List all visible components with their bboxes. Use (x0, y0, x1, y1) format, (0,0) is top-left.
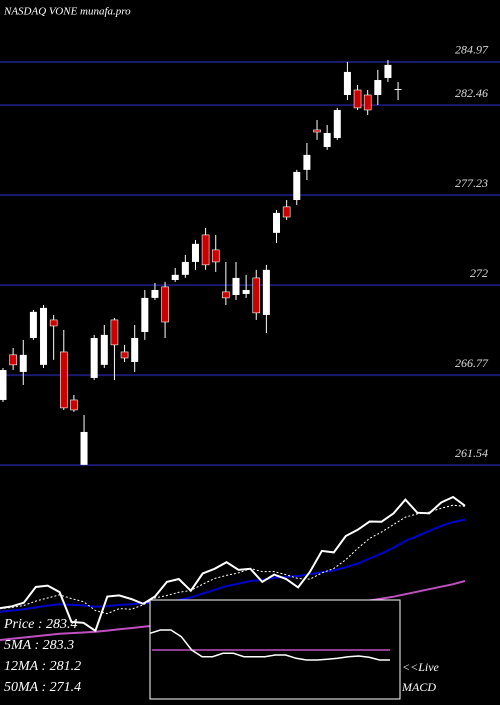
chart-title: NASDAQ VONE munafa.pro (3, 6, 131, 18)
candle-body (262, 269, 270, 315)
candle-body (273, 212, 281, 233)
y-tick-label: 261.54 (455, 446, 488, 460)
candle-body (0, 370, 7, 400)
candle-body (49, 319, 58, 327)
candle-body (394, 88, 402, 91)
candle-body (110, 319, 119, 346)
candle-body (120, 351, 129, 359)
candle-body (161, 286, 169, 323)
candle-body (90, 338, 98, 378)
y-tick-label: 266.77 (455, 356, 489, 370)
ma-line (0, 518, 466, 613)
legend-entry: 5MA : 283.3 (4, 638, 74, 653)
candle-body (181, 261, 189, 275)
candle-body (151, 289, 159, 298)
candle-body (100, 334, 108, 365)
ma-line (0, 504, 466, 615)
y-tick-label: 284.97 (455, 43, 489, 57)
candle-body (353, 89, 362, 109)
candle-body (343, 71, 351, 95)
candle-body (211, 249, 220, 263)
y-tick-label: 272 (470, 266, 488, 280)
candle-body (222, 291, 230, 299)
candle-body (384, 64, 392, 78)
candle-body (242, 289, 250, 294)
legend-entry: 50MA : 271.4 (4, 680, 81, 695)
legend-entry: Price : 283.4 (3, 617, 77, 632)
candle-body (303, 154, 311, 170)
candle-body (313, 129, 321, 133)
candle-body (252, 277, 261, 314)
candle-body (363, 94, 372, 111)
y-tick-label: 282.46 (455, 86, 488, 100)
candle-body (59, 351, 68, 409)
macd-line (149, 629, 390, 661)
candle-body (374, 80, 382, 95)
price-line (0, 495, 466, 633)
macd-live: <<Live (402, 660, 440, 674)
candle-body (333, 109, 341, 139)
candle-body (141, 297, 149, 332)
candle-body (293, 171, 301, 200)
candle-body (232, 277, 240, 295)
candle-body (201, 234, 210, 266)
candle-body (131, 338, 139, 362)
macd-title: MACD (401, 680, 436, 694)
candle-body (323, 133, 331, 147)
candle-body (29, 311, 37, 339)
candle-body (191, 243, 199, 262)
candle-body (19, 354, 27, 372)
candle-body (70, 399, 78, 411)
candle-body (9, 354, 17, 366)
candle-body (40, 307, 48, 365)
y-tick-label: 277.23 (455, 176, 488, 190)
candle-body (282, 206, 291, 218)
candle-body (171, 274, 179, 281)
candle-body (80, 431, 88, 465)
legend-entry: 12MA : 281.2 (4, 659, 81, 674)
